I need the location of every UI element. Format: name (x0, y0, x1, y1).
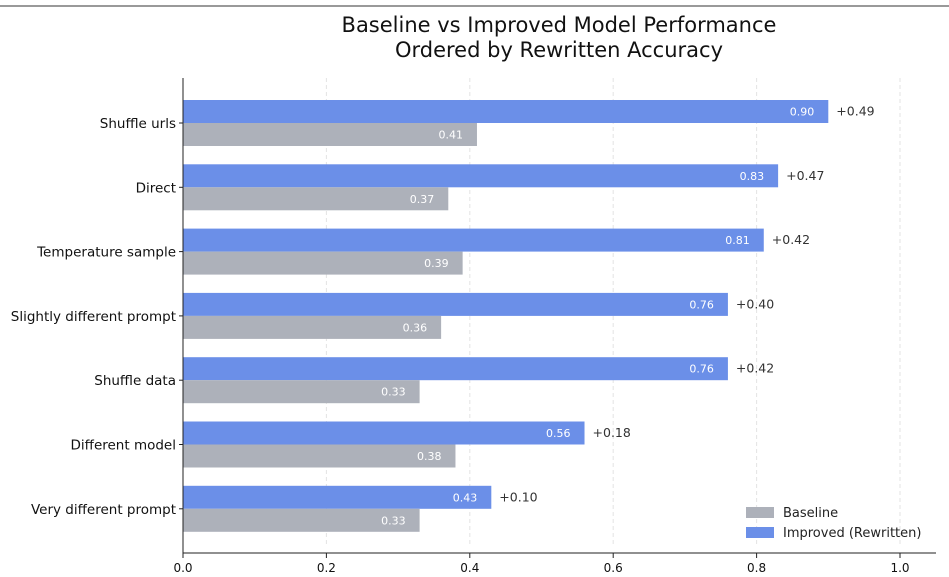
bar-value-improved-4: 0.76 (689, 363, 714, 376)
x-axis: 0.0 0.2 0.4 0.6 0.8 1.0 (173, 78, 936, 575)
bar-value-baseline-1: 0.37 (410, 193, 435, 206)
bar-baseline-0 (183, 123, 477, 146)
bar-value-improved-2: 0.81 (725, 234, 750, 247)
bar-value-baseline-3: 0.36 (403, 321, 428, 334)
category-label-1: Direct (136, 180, 176, 196)
bars: 0.90 +0.49 0.41 0.83 +0.47 0.37 0.81 +0.42 0.39 0… (183, 100, 875, 532)
legend-swatch-baseline (746, 507, 774, 518)
bar-baseline-5 (183, 444, 456, 468)
bar-value-baseline-2: 0.39 (424, 257, 449, 270)
bar-baseline-4 (183, 380, 420, 404)
bar-improved-0 (183, 100, 829, 123)
delta-label-5: +0.18 (593, 425, 631, 440)
category-label-6: Very different prompt (31, 502, 176, 518)
x-tick-label-0: 0.0 (173, 561, 192, 575)
x-tick-label-1: 0.2 (317, 561, 336, 575)
bar-value-improved-6: 0.43 (453, 491, 478, 504)
category-label-5: Different model (71, 438, 177, 454)
bar-improved-5 (183, 421, 585, 445)
x-tick-label-2: 0.4 (460, 561, 479, 575)
bar-improved-4 (183, 357, 728, 381)
delta-label-0: +0.49 (836, 104, 874, 119)
bar-improved-1 (183, 164, 779, 188)
bar-value-baseline-6: 0.33 (381, 514, 406, 527)
x-tick-label-3: 0.6 (604, 561, 623, 575)
bar-baseline-6 (183, 508, 420, 532)
bar-value-baseline-0: 0.41 (438, 129, 463, 142)
category-label-2: Temperature sample (36, 245, 176, 261)
legend-label-improved: Improved (Rewritten) (783, 526, 921, 541)
chart-title-line-2: Ordered by Rewritten Accuracy (395, 38, 723, 62)
bar-value-improved-0: 0.90 (790, 106, 815, 119)
bar-improved-6 (183, 485, 492, 509)
bar-baseline-2 (183, 251, 463, 275)
chart-title-line-1: Baseline vs Improved Model Performance (342, 13, 777, 37)
x-tick-label-4: 0.8 (747, 561, 766, 575)
delta-label-3: +0.40 (736, 296, 774, 311)
x-tick-label-5: 1.0 (890, 561, 909, 575)
bar-value-baseline-4: 0.33 (381, 386, 406, 399)
delta-label-4: +0.42 (736, 361, 774, 376)
bar-baseline-3 (183, 315, 442, 339)
delta-label-1: +0.47 (786, 168, 824, 183)
category-label-3: Slightly different prompt (11, 309, 176, 325)
bar-value-improved-3: 0.76 (689, 298, 714, 311)
bar-baseline-1 (183, 187, 449, 211)
bar-improved-2 (183, 228, 764, 252)
bar-improved-3 (183, 292, 728, 316)
bar-value-baseline-5: 0.38 (417, 450, 442, 463)
legend: Baseline Improved (Rewritten) (746, 506, 921, 541)
category-label-0: Shuffle urls (100, 116, 176, 132)
delta-label-6: +0.10 (499, 489, 537, 504)
bar-value-improved-1: 0.83 (740, 170, 765, 183)
category-label-4: Shuffle data (94, 373, 176, 389)
bar-value-improved-5: 0.56 (546, 427, 571, 440)
legend-label-baseline: Baseline (783, 506, 838, 521)
category-labels: Shuffle urls Direct Temperature sample Slig… (11, 116, 183, 518)
legend-swatch-improved (746, 527, 774, 538)
delta-label-2: +0.42 (772, 232, 810, 247)
